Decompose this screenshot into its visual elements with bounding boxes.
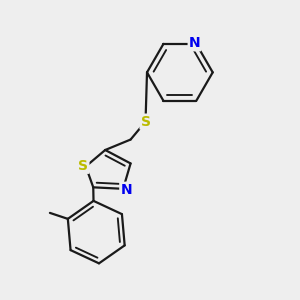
Text: S: S (78, 159, 88, 173)
Text: N: N (189, 36, 200, 50)
Text: S: S (140, 115, 151, 129)
Text: N: N (120, 183, 132, 197)
